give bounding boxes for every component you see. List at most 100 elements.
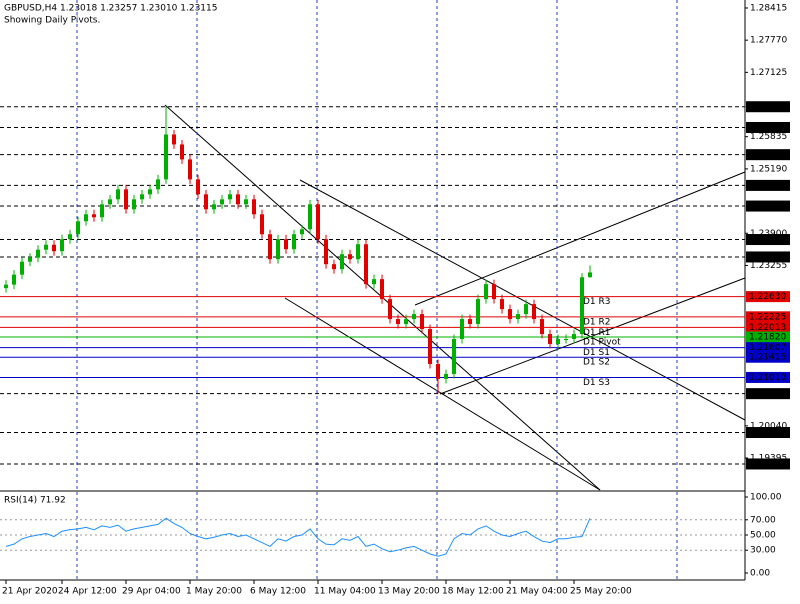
candle-body xyxy=(316,204,320,240)
level-box xyxy=(746,121,790,133)
x-tick-label: 11 May 04:00 xyxy=(314,587,376,597)
candle-body xyxy=(220,199,224,205)
level-box xyxy=(746,311,790,323)
candle-body xyxy=(580,277,584,335)
pivot-label: D1 S2 xyxy=(583,358,610,368)
candle-body xyxy=(476,299,480,325)
candle-body xyxy=(172,134,176,145)
x-tick-label: 13 May 20:00 xyxy=(378,587,440,597)
level-box xyxy=(746,101,790,113)
level-box xyxy=(746,371,790,383)
level-label: 1.24859 xyxy=(749,181,786,191)
candle-body xyxy=(164,134,168,180)
level-label: 1.23425 xyxy=(749,252,786,262)
candle-body xyxy=(524,304,528,315)
candle-body xyxy=(276,239,280,260)
candle-body xyxy=(508,309,512,320)
pivot-label: D1 R3 xyxy=(583,297,611,307)
candle-body xyxy=(108,199,112,205)
candle-body xyxy=(332,264,336,270)
candle-body xyxy=(212,204,216,210)
level-label: 1.22225 xyxy=(749,312,786,322)
candle-body xyxy=(284,239,288,250)
candle-body xyxy=(140,194,144,200)
candle-body xyxy=(444,373,448,379)
candle-body xyxy=(68,234,72,240)
candle-body xyxy=(20,261,24,275)
x-tick-label: 25 May 20:00 xyxy=(570,587,632,597)
candle-body xyxy=(204,194,208,210)
candle-body xyxy=(308,204,312,230)
candle-body xyxy=(532,304,536,320)
candle-body xyxy=(252,199,256,215)
candle-body xyxy=(44,244,48,250)
candle-body xyxy=(492,284,496,300)
pivot-label: D1 Pivot xyxy=(583,338,621,348)
candle-body xyxy=(188,159,192,180)
y-tick-label: 30.00 xyxy=(750,546,776,556)
level-label: 1.21607 xyxy=(749,343,786,353)
candle-body xyxy=(516,314,520,320)
level-box xyxy=(746,149,790,161)
candle-body xyxy=(92,214,96,218)
candle-body xyxy=(468,319,472,325)
candle-body xyxy=(292,234,296,250)
x-tick-label: 21 Apr 2020 xyxy=(2,587,58,597)
trend-line xyxy=(299,179,746,421)
y-tick-label: 70.00 xyxy=(750,515,776,525)
x-tick-label: 24 Apr 12:00 xyxy=(58,587,117,597)
level-box xyxy=(746,458,790,470)
y-tick-label: 0.00 xyxy=(750,569,770,579)
level-box xyxy=(746,331,790,343)
level-label: 1.21010 xyxy=(749,373,786,383)
candle-body xyxy=(260,214,264,235)
y-tick-label: 1.23900 xyxy=(750,229,787,239)
candle-body xyxy=(244,199,248,205)
candle-body xyxy=(460,319,464,340)
candle-body xyxy=(12,274,16,285)
level-label: 1.22630 xyxy=(749,292,786,302)
candle-body xyxy=(36,249,40,258)
candle-body xyxy=(196,179,200,195)
y-tick-label: 100.00 xyxy=(750,493,782,503)
candle-body xyxy=(556,339,560,345)
chart-title: GBPUSD,H4 1.23018 1.23257 1.23010 1.2311… xyxy=(4,4,217,14)
level-box xyxy=(746,427,790,439)
candle-body xyxy=(228,194,232,200)
y-tick-label: 1.27125 xyxy=(750,68,787,78)
level-label: 1.24445 xyxy=(749,202,786,212)
candle-body xyxy=(132,199,136,210)
candle-body xyxy=(180,144,184,160)
candle-body xyxy=(100,204,104,218)
trend-line xyxy=(414,171,746,306)
candle-body xyxy=(564,339,568,341)
candle-body xyxy=(236,194,240,205)
candle-body xyxy=(340,254,344,270)
y-tick-label: 1.27770 xyxy=(750,36,787,46)
candle-body xyxy=(380,279,384,300)
candle-body xyxy=(388,299,392,320)
y-tick-label: 1.25835 xyxy=(750,132,787,142)
level-box xyxy=(746,321,790,333)
level-label: 1.21820 xyxy=(749,333,786,343)
level-label: 1.20685 xyxy=(749,389,786,399)
level-label: 1.26020 xyxy=(749,123,786,133)
candle-body xyxy=(324,239,328,265)
y-tick-label: 1.23255 xyxy=(750,261,787,271)
level-box xyxy=(746,342,790,354)
candle-body xyxy=(148,189,152,195)
candle-body xyxy=(412,314,416,320)
candle-body xyxy=(28,257,32,262)
candle-body xyxy=(116,189,120,200)
y-tick-label: 1.25190 xyxy=(750,164,787,174)
candle-body xyxy=(484,284,488,300)
level-label: 1.23774 xyxy=(749,235,786,245)
candle-body xyxy=(356,244,360,260)
candle-body xyxy=(84,214,88,222)
y-tick-label: 1.20040 xyxy=(750,421,787,431)
level-label: 1.25475 xyxy=(749,150,786,160)
candle-body xyxy=(372,279,376,285)
candle-body xyxy=(60,239,64,252)
